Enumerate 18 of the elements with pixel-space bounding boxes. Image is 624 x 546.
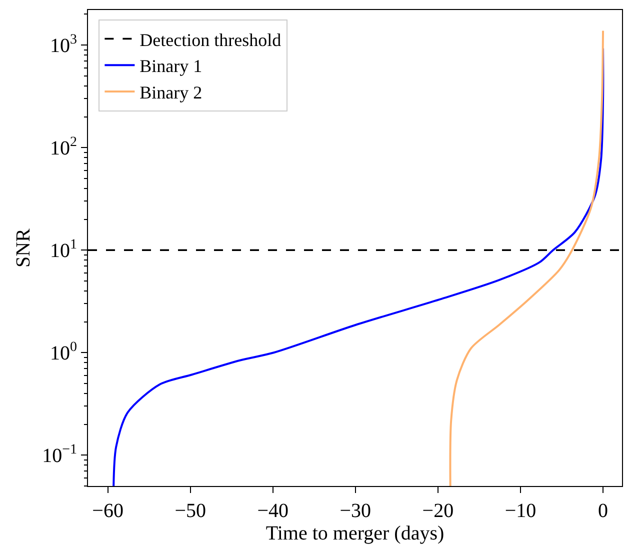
y-tick-label: 10$^{0}$ [50,340,77,365]
y-tick-label: 10$^{1}$ [50,238,77,262]
legend-label: Detection threshold [140,30,282,50]
x-axis-title: Time to merger (days) [266,522,444,544]
x-tick-label: −60 [92,500,124,522]
x-tick-label: 0 [598,500,608,522]
x-tick-label: −20 [422,500,454,522]
y-tick-label: 10$^{2}$ [50,135,77,160]
legend-label: Binary 1 [140,56,202,76]
x-tick-label: −10 [504,500,536,522]
x-tick-label: −30 [340,500,372,522]
y-tick-label: 10$^{3}$ [50,32,77,58]
y-tick-label: 10$^{−1}$ [42,442,77,468]
line-series [449,30,604,486]
y-axis-title: SNR [12,228,35,268]
legend-label: Binary 2 [140,82,202,103]
x-tick-label: −50 [174,500,206,522]
x-tick-label: −40 [257,500,289,522]
